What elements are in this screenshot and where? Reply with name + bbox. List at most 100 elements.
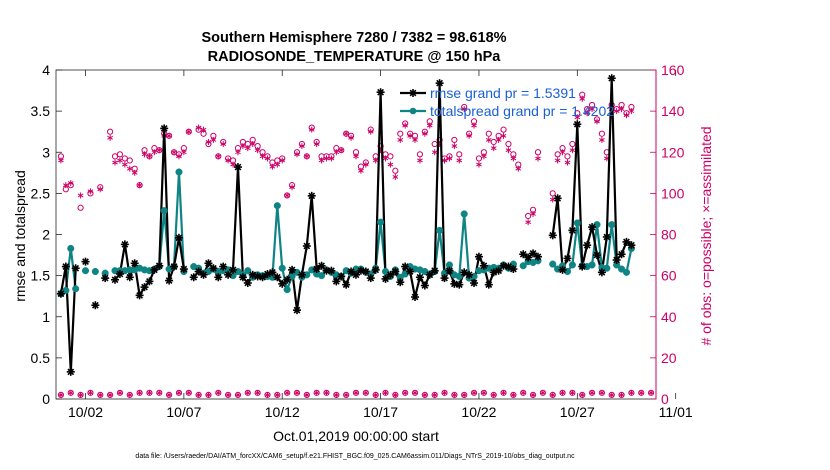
asterisk-stroke bbox=[466, 133, 472, 138]
bottom-obs-marker bbox=[126, 391, 133, 398]
rmse-point bbox=[588, 223, 597, 232]
asterisk-stroke bbox=[569, 148, 576, 153]
obs-assimilated-marker bbox=[495, 136, 502, 143]
y-tick-label: 4 bbox=[42, 62, 50, 78]
asterisk-stroke bbox=[481, 154, 487, 159]
star-stroke bbox=[342, 281, 350, 289]
bottom-obs-asterisk bbox=[412, 390, 418, 396]
rmse-point bbox=[612, 255, 621, 264]
star-stroke bbox=[259, 273, 266, 281]
obs-assimilated-marker bbox=[294, 151, 300, 158]
star-stroke bbox=[57, 290, 65, 298]
obs-assimilated-marker bbox=[358, 167, 364, 174]
bottom-obs-marker bbox=[175, 389, 183, 396]
bottom-obs-asterisk bbox=[147, 390, 152, 396]
star-stroke bbox=[470, 279, 478, 287]
asterisk-stroke bbox=[451, 393, 457, 397]
totalspread-point bbox=[91, 267, 99, 276]
asterisk-stroke bbox=[540, 391, 546, 395]
asterisk-stroke bbox=[525, 220, 531, 225]
obs-assimilated-marker bbox=[426, 122, 433, 129]
rmse-point bbox=[445, 266, 454, 275]
rmse-point bbox=[573, 120, 582, 129]
y2-tick-label: 80 bbox=[661, 227, 677, 243]
asterisk-stroke bbox=[599, 137, 605, 142]
star-stroke bbox=[131, 259, 139, 267]
obs-assimilated-marker bbox=[126, 165, 133, 172]
asterisk-stroke bbox=[196, 393, 202, 397]
y2-tick-label: 140 bbox=[661, 103, 685, 119]
bottom-obs-asterisk bbox=[225, 392, 231, 398]
asterisk-stroke bbox=[343, 393, 349, 397]
obs-assimilated-marker bbox=[131, 169, 138, 176]
asterisk-stroke bbox=[122, 162, 128, 167]
legend-totalspread-label: totalspread grand pr = 1.4202 bbox=[430, 103, 614, 119]
star-stroke bbox=[214, 273, 222, 281]
star-stroke bbox=[583, 241, 591, 249]
obs-assimilated-marker bbox=[136, 182, 143, 189]
rmse-point bbox=[125, 273, 134, 282]
obs-assimilated-marker bbox=[333, 149, 340, 156]
rmse-point bbox=[155, 261, 164, 270]
star-stroke bbox=[91, 301, 99, 309]
rmse-point bbox=[484, 280, 493, 289]
asterisk-stroke bbox=[254, 148, 261, 153]
star-stroke bbox=[409, 89, 417, 97]
rmse-point bbox=[238, 273, 247, 282]
star-stroke bbox=[573, 120, 581, 128]
obs-assimilated-marker bbox=[412, 136, 418, 143]
rmse-point bbox=[361, 267, 370, 276]
star-stroke bbox=[249, 271, 257, 279]
obs-assimilated-marker bbox=[451, 143, 458, 150]
asterisk-stroke bbox=[166, 393, 172, 397]
rmse-point bbox=[415, 273, 424, 282]
bottom-obs-marker bbox=[293, 389, 301, 396]
rmse-point bbox=[66, 367, 75, 376]
x-axis-label: Oct.01,2019 00:00:00 start bbox=[273, 428, 439, 444]
asterisk-stroke bbox=[471, 123, 477, 128]
rmse-point bbox=[199, 270, 208, 279]
x-tick-label: 10/17 bbox=[363, 404, 398, 420]
star-stroke bbox=[136, 291, 144, 299]
obs-assimilated-marker bbox=[431, 149, 438, 156]
rmse-point bbox=[583, 241, 592, 250]
legend-rmse-marker bbox=[409, 89, 417, 97]
asterisk-stroke bbox=[68, 391, 74, 395]
obs-assimilated-marker bbox=[230, 161, 236, 168]
asterisk-stroke bbox=[501, 391, 506, 395]
obs-assimilated-marker bbox=[397, 136, 404, 143]
star-stroke bbox=[554, 194, 562, 202]
bottom-obs-asterisk bbox=[550, 392, 556, 398]
star-stroke bbox=[180, 265, 188, 273]
obs-assimilated-marker bbox=[422, 130, 428, 137]
star-stroke bbox=[485, 281, 493, 289]
star-stroke bbox=[529, 250, 537, 257]
y-axis-label: rmse and totalspread bbox=[12, 170, 28, 302]
asterisk-stroke bbox=[432, 393, 438, 397]
bottom-obs-asterisk bbox=[215, 390, 221, 396]
rmse-point bbox=[411, 293, 420, 302]
bottom-obs-asterisk bbox=[628, 390, 634, 396]
asterisk-stroke bbox=[564, 160, 571, 165]
star-stroke bbox=[101, 274, 109, 282]
bottom-obs-marker bbox=[87, 389, 94, 396]
obs-assimilated-marker bbox=[564, 159, 571, 166]
obs-assimilated-marker bbox=[343, 130, 350, 137]
obs-assimilated-marker bbox=[87, 188, 94, 195]
obs-assimilated-marker bbox=[122, 161, 128, 168]
asterisk-stroke bbox=[264, 156, 271, 161]
asterisk-stroke bbox=[151, 150, 158, 155]
rmse-point bbox=[179, 265, 188, 274]
asterisk-stroke bbox=[313, 142, 320, 146]
bottom-obs-asterisk bbox=[274, 392, 280, 398]
asterisk-stroke bbox=[181, 150, 187, 155]
obs-assimilated-marker bbox=[240, 143, 246, 150]
asterisk-stroke bbox=[62, 183, 69, 188]
x-tick-label: 10/02 bbox=[68, 404, 103, 420]
asterisk-stroke bbox=[225, 393, 231, 397]
bottom-obs-marker bbox=[195, 391, 202, 398]
rmse-point bbox=[243, 279, 252, 288]
asterisk-stroke bbox=[117, 391, 123, 395]
rmse-point bbox=[101, 274, 110, 283]
rmse-point bbox=[337, 272, 346, 281]
